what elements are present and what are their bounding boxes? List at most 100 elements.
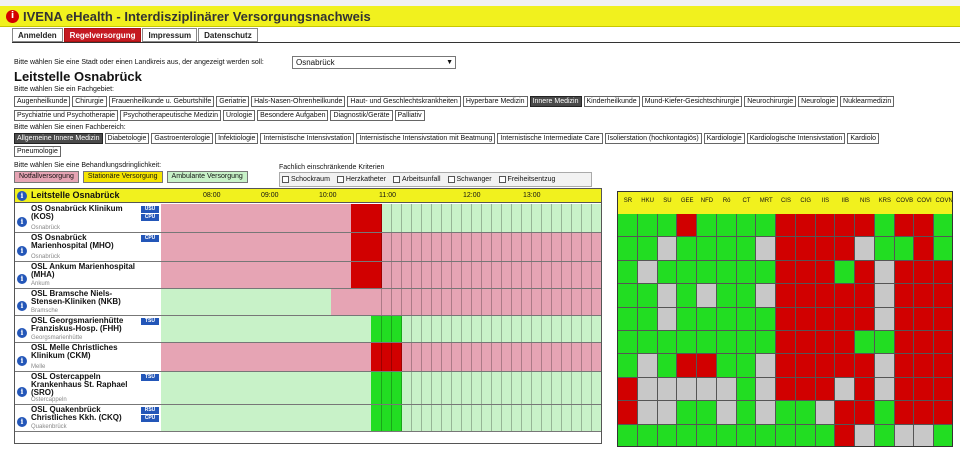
checkbox[interactable] [498, 176, 506, 183]
kriterium-schwanger[interactable]: Schwanger [447, 176, 492, 183]
info-icon[interactable]: i [17, 386, 27, 397]
info-icon[interactable]: i [17, 355, 27, 366]
fachgebiet-neurologie[interactable]: Neurologie [798, 96, 839, 107]
resource-cell [736, 331, 757, 355]
info-icon[interactable]: i [17, 416, 27, 427]
kriterium-arbeitsunfall[interactable]: Arbeitsunfall [392, 176, 441, 183]
fachgebiet-geriatrie[interactable]: Geriatrie [216, 96, 250, 107]
kriterium-schockraum[interactable]: Schockraum [282, 176, 330, 183]
hospital-city: Osnabrück [31, 225, 61, 231]
checkbox[interactable] [282, 176, 289, 183]
kriterium-freiheitsentzug[interactable]: Freiheitsentzug [498, 176, 555, 183]
checkbox[interactable] [447, 176, 455, 183]
timeline-slot [291, 316, 302, 342]
fachbereich-internistische-intermediate-care[interactable]: Internistische Intermediate Care [497, 133, 603, 144]
checkbox[interactable] [336, 176, 344, 183]
resource-cell [637, 307, 658, 331]
fachbereich-kardiologische-intensivstation[interactable]: Kardiologische Intensivstation [746, 133, 846, 144]
info-icon[interactable]: i [17, 300, 27, 311]
fachgebiet-haut-und-geschlechtskrankheiten[interactable]: Haut- und Geschlechtskrankheiten [347, 96, 461, 107]
timeline-slot [271, 262, 282, 288]
dringlichkeit-stationäre-versorgung[interactable]: Stationäre Versorgung [82, 171, 163, 183]
info-icon[interactable]: i [17, 273, 27, 284]
hospital-entry[interactable]: i OS Osnabrück Marienhospital (MHO) Osnabr… [15, 233, 161, 262]
fachbereich-isolierstation-hochkontagiös[interactable]: Isolierstation (hochkontagiös) [604, 133, 702, 144]
hospital-entry[interactable]: i OS Osnabrück Klinikum (KOS) Osnabrück USU… [15, 204, 161, 233]
kriterium-herzkatheter[interactable]: Herzkatheter [336, 176, 386, 183]
hospital-entry[interactable]: i OSL Ankum Marienhospital (MHA) Ankum [15, 262, 161, 289]
fachbereich-internistische-intensivstation-mit-beatmung[interactable]: Internistische Intensivstation mit Beatm… [356, 133, 496, 144]
dringlichkeit-ambulante-versorgung[interactable]: Ambulante Versorgung [166, 171, 248, 183]
timeline-slot [541, 262, 553, 288]
fachgebiet-frauenheilkunde-u-geburtshilfe[interactable]: Frauenheilkunde u. Geburtshilfe [108, 96, 215, 107]
timeline-slot [431, 343, 443, 371]
fachbereich-gastroenterologie[interactable]: Gastroenterologie [151, 133, 214, 144]
resource-cell [657, 354, 678, 378]
fachgebiet-psychiatrie-und-psychotherapie[interactable]: Psychiatrie und Psychotherapie [14, 110, 119, 121]
hospital-entry[interactable]: i OSL Georgsmarienhütte Franziskus-Hosp. … [15, 316, 161, 343]
timeline-slot [431, 233, 443, 261]
timeline-slot [451, 233, 463, 261]
fachgebiet-mund-kiefer-gesichtschirurgie[interactable]: Mund-Kiefer-Gesichtschirurgie [641, 96, 743, 107]
timeline-slot [241, 289, 252, 315]
time-label: 12:00 [463, 192, 481, 199]
timeline-slot [401, 343, 413, 371]
timeline-slot [561, 372, 573, 404]
resource-cell [894, 284, 915, 308]
city-select[interactable]: Osnabrück ▼ [292, 56, 456, 69]
fachgebiet-palliativ[interactable]: Palliativ [394, 110, 425, 121]
resource-cell [677, 401, 698, 425]
fachgebiet-kinderheilkunde[interactable]: Kinderheilkunde [583, 96, 640, 107]
hospital-entry[interactable]: i OSL Bramsche Niels-Stensen-Kliniken (NK… [15, 289, 161, 316]
timeline-slot [271, 405, 282, 431]
fachbereich-kardiolo[interactable]: Kardiolo [847, 133, 880, 144]
resource-cell [677, 237, 698, 261]
fachbereich-allgemeine-innere-medizin[interactable]: Allgemeine Innere Medizin [14, 133, 103, 144]
info-icon[interactable]: i [17, 245, 27, 256]
timeline-slot [171, 262, 182, 288]
timeline-slot [241, 262, 252, 288]
city-label: Bitte wählen Sie eine Stadt oder einen L… [14, 59, 264, 66]
fachgebiet-nuklearmedizin[interactable]: Nuklearmedizin [840, 96, 895, 107]
hospital-name: OSL Bramsche Niels-Stensen-Kliniken (NKB… [31, 289, 121, 306]
fachgebiet-besondere-aufgaben[interactable]: Besondere Aufgaben [257, 110, 329, 121]
hospital-entry[interactable]: i OSL Ostercappeln Krankenhaus St. Raphae… [15, 372, 161, 405]
hospital-entry[interactable]: i OSL Quakenbrück Christliches Kkh. (CKQ)… [15, 405, 161, 432]
info-icon[interactable]: i [17, 327, 27, 338]
info-icon[interactable]: i [17, 216, 27, 227]
resource-cell [874, 214, 895, 238]
tab-anmelden[interactable]: Anmelden [12, 28, 63, 42]
tab-impressum[interactable]: Impressum [142, 28, 198, 42]
timeline-slot [461, 405, 473, 431]
timeline-slot [521, 204, 533, 232]
fachgebiet-diagnostik-geräte[interactable]: Diagnostik/Geräte [330, 110, 393, 121]
timeline-row [161, 262, 601, 289]
tab-regelversorgung[interactable]: Regelversorgung [63, 28, 142, 42]
fachgebiet-innere-medizin[interactable]: Innere Medizin [529, 96, 582, 107]
timeline-slot [301, 204, 312, 232]
timeline-slot [311, 343, 322, 371]
fachgebiet-neurochirurgie[interactable]: Neurochirurgie [744, 96, 797, 107]
tab-datenschutz[interactable]: Datenschutz [198, 28, 258, 42]
timeline-slot [261, 204, 272, 232]
fachgebiet-augenheilkunde[interactable]: Augenheilkunde [14, 96, 71, 107]
fachgebiet-hals-nasen-ohrenheilkunde[interactable]: Hals-Nasen-Ohrenheilkunde [251, 96, 346, 107]
checkbox[interactable] [392, 176, 400, 183]
fachbereich-kardiologie[interactable]: Kardiologie [703, 133, 745, 144]
resource-cell [934, 284, 952, 308]
timeline-slot [231, 233, 242, 261]
fachgebiet-hyperbare-medizin[interactable]: Hyperbare Medizin [462, 96, 528, 107]
dringlichkeit-notfallversorgung[interactable]: Notfallversorgung [14, 171, 79, 183]
fachbereich-pneumologie[interactable]: Pneumologie [14, 146, 61, 157]
timeline-slot [421, 316, 433, 342]
info-icon[interactable]: i [17, 191, 27, 201]
fachgebiet-chirurgie[interactable]: Chirurgie [72, 96, 107, 107]
fachbereich-diabetologie[interactable]: Diabetologie [104, 133, 150, 144]
hospital-badges: TSU [141, 374, 159, 382]
fachgebiet-psychotherapeutische-medizin[interactable]: Psychotherapeutische Medizin [120, 110, 222, 121]
timeline-slot [191, 233, 202, 261]
fachbereich-infektiologie[interactable]: Infektiologie [215, 133, 259, 144]
hospital-entry[interactable]: i OSL Melle Christliches Klinikum (CKM) Me… [15, 343, 161, 372]
fachgebiet-urologie[interactable]: Urologie [223, 110, 256, 121]
fachbereich-internistische-intensivstation[interactable]: Internistische Intensivstation [260, 133, 355, 144]
